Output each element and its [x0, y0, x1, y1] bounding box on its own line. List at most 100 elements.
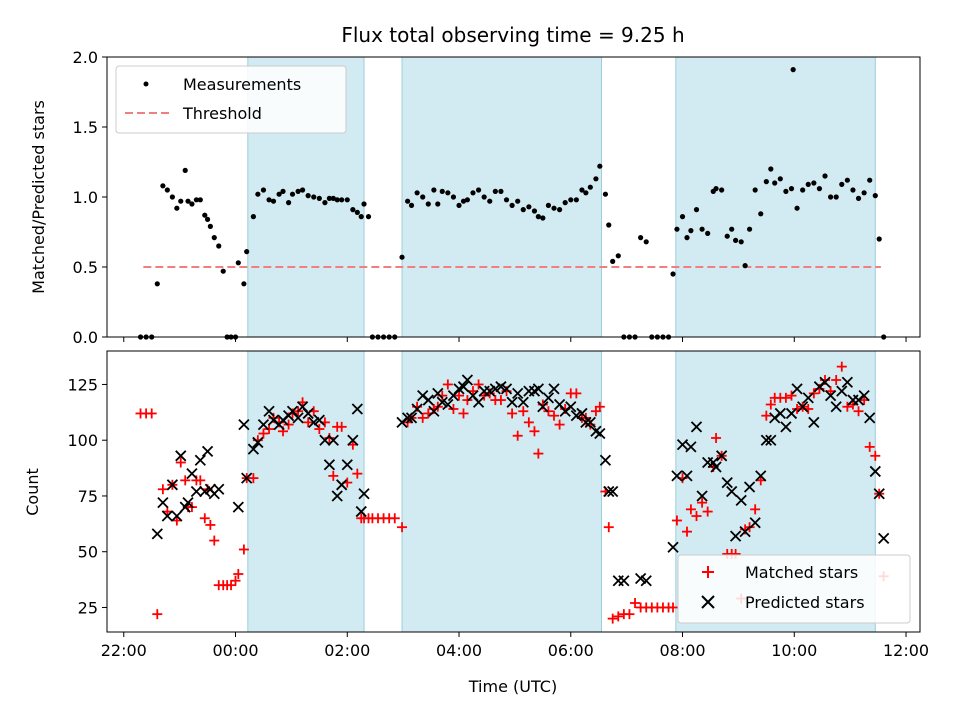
- matched-point-100: [624, 609, 635, 620]
- predicted-point-12: [201, 445, 214, 457]
- measurement-point-111: [684, 235, 690, 241]
- matched-point-79: [518, 406, 529, 417]
- predicted-point-55: [457, 381, 470, 393]
- measurement-point-10: [185, 198, 191, 204]
- matched-point-108: [668, 602, 679, 613]
- measurement-point-82: [535, 214, 541, 220]
- predicted-point-120: [824, 389, 837, 402]
- top-y-tick-label-0: 0.0: [73, 328, 98, 347]
- predicted-point-41: [355, 505, 367, 518]
- measurement-point-79: [520, 207, 526, 213]
- measurement-point-75: [498, 188, 504, 194]
- predicted-stars-series: [151, 374, 890, 587]
- measurement-point-8: [178, 198, 184, 204]
- bottom-y-tick-label-3: 100: [67, 431, 98, 450]
- predicted-point-130: [878, 532, 890, 544]
- matched-point-26: [248, 473, 259, 484]
- measurement-point-13: [197, 197, 203, 203]
- measurement-point-30: [270, 198, 277, 204]
- predicted-point-4: [171, 510, 183, 522]
- predicted-point-71: [542, 392, 555, 404]
- matched-point-146: [864, 441, 875, 452]
- matched-point-13: [195, 475, 206, 486]
- matched-point-89: [571, 388, 582, 399]
- legend-label-predicted: Predicted stars: [745, 593, 865, 612]
- predicted-point-52: [442, 398, 454, 411]
- measurement-point-103: [643, 239, 649, 245]
- measurement-point-4: [160, 183, 166, 189]
- predicted-point-89: [667, 541, 679, 553]
- measurement-point-80: [526, 204, 532, 210]
- predicted-point-126: [858, 389, 870, 402]
- predicted-point-5: [175, 450, 187, 462]
- predicted-point-121: [830, 401, 842, 413]
- bottom-legend: Matched stars Predicted stars: [677, 554, 911, 624]
- predicted-point-117: [808, 416, 820, 429]
- matched-stars-series: [135, 361, 889, 624]
- predicted-point-93: [685, 441, 697, 453]
- measurement-point-16: [207, 223, 213, 229]
- matched-point-112: [685, 504, 696, 515]
- measurement-point-91: [583, 190, 589, 196]
- matched-point-71: [473, 379, 484, 390]
- predicted-point-70: [537, 401, 549, 413]
- predicted-point-33: [319, 434, 331, 446]
- matched-point-8: [175, 457, 186, 468]
- bottom-y-ticks: 25 50 75 100 125: [67, 375, 107, 617]
- measurement-point-109: [674, 226, 680, 232]
- matched-point-16: [205, 519, 216, 530]
- measurement-point-41: [326, 195, 332, 201]
- matched-point-84: [543, 406, 554, 417]
- measurement-point-39: [316, 195, 322, 201]
- measurement-point-77: [509, 202, 515, 208]
- predicted-point-36: [331, 490, 343, 502]
- measurement-point-9: [182, 167, 188, 173]
- predicted-point-19: [247, 443, 260, 455]
- measurement-point-87: [562, 200, 568, 206]
- predicted-point-30: [302, 407, 314, 420]
- matched-point-65: [442, 379, 453, 390]
- matched-point-101: [630, 598, 641, 609]
- matched-point-33: [283, 419, 294, 430]
- matched-point-109: [671, 515, 682, 526]
- measurement-point-108: [670, 271, 676, 277]
- top-legend-box: [115, 65, 347, 134]
- predicted-point-48: [422, 394, 434, 406]
- bottom-y-axis-label: Count: [23, 468, 42, 516]
- measurement-point-65: [445, 190, 451, 196]
- measurement-point-110: [679, 214, 686, 220]
- measurement-point-132: [788, 186, 795, 192]
- predicted-point-99: [716, 450, 728, 462]
- predicted-point-91: [676, 439, 689, 451]
- predicted-point-103: [735, 494, 747, 507]
- predicted-point-108: [760, 434, 772, 446]
- bottom-x-tick-label-3: 04:00: [436, 641, 482, 660]
- predicted-point-84: [607, 485, 619, 498]
- matched-point-42: [328, 470, 339, 481]
- measurement-point-42: [330, 195, 336, 201]
- predicted-point-107: [755, 470, 767, 482]
- measurement-point-43: [334, 197, 340, 203]
- measurement-point-70: [470, 190, 476, 196]
- matched-point-142: [842, 401, 853, 412]
- bottom-x-ticks: 22:00 00:00 02:00 04:00 06:00 08:00 10:00 12:00: [101, 632, 929, 660]
- top-y-axis-label: Matched/Predicted stars: [29, 100, 48, 294]
- measurement-point-144: [855, 195, 862, 201]
- matched-point-68: [458, 408, 469, 419]
- measurement-point-142: [844, 177, 850, 183]
- predicted-point-95: [696, 490, 708, 502]
- measurement-point-31: [276, 191, 282, 197]
- matched-point-39: [314, 424, 325, 435]
- measurement-point-7: [174, 205, 180, 211]
- measurement-point-143: [850, 187, 856, 193]
- predicted-point-119: [819, 376, 831, 388]
- matched-point-147: [870, 450, 881, 461]
- measurement-point-129: [772, 180, 778, 186]
- matched-point-114: [697, 497, 708, 508]
- predicted-point-82: [599, 454, 612, 466]
- measurement-point-133: [794, 205, 800, 211]
- predicted-point-58: [472, 396, 485, 408]
- measurement-point-68: [460, 198, 467, 204]
- bottom-x-tick-label-2: 02:00: [324, 641, 370, 660]
- matched-point-37: [303, 417, 314, 428]
